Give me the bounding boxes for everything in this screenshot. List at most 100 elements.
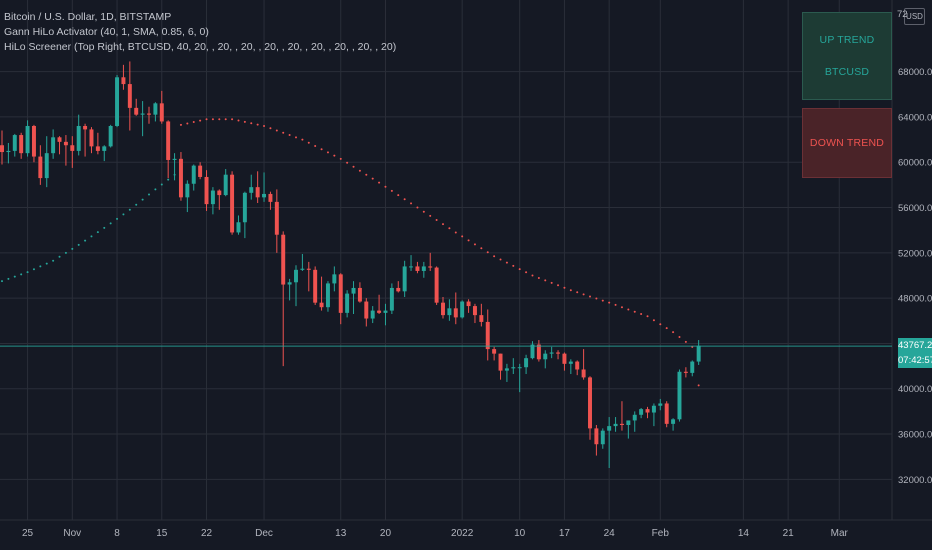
activator-dot: [646, 315, 649, 318]
activator-dot: [346, 161, 349, 164]
time-tick-label: Mar: [831, 528, 849, 539]
candle-body: [581, 369, 586, 378]
candle-body: [268, 193, 273, 202]
time-axis[interactable]: 25 Nov 8 15 22 Dec 13 20 2022 10 17 24 Feb 14 21 Mar: [22, 528, 849, 539]
candle-body: [95, 146, 100, 151]
candle-body: [127, 84, 132, 108]
candle-body: [89, 129, 94, 147]
candle-body: [115, 77, 120, 126]
price-axis[interactable]: 32000.0036000.0040000.0044000.0048000.00…: [898, 67, 932, 486]
currency-button[interactable]: USD: [904, 8, 925, 25]
activator-dot: [672, 331, 675, 334]
candle-body: [204, 176, 209, 205]
time-tick-label: 10: [514, 528, 526, 539]
candle-body: [319, 302, 324, 308]
activator-dot: [71, 247, 74, 250]
activator-dot: [320, 148, 323, 151]
activator-dot: [275, 129, 278, 132]
activator-dot: [480, 247, 483, 250]
activator-dot: [288, 134, 291, 137]
activator-dot: [473, 243, 476, 246]
candle-body: [249, 187, 254, 193]
candle-body: [447, 308, 452, 316]
candle-body: [472, 306, 477, 316]
candle-body: [140, 113, 145, 115]
candle-body: [594, 428, 599, 445]
activator-dot: [250, 122, 253, 125]
candle-body: [498, 353, 503, 371]
activator-dot: [448, 227, 451, 230]
activator-dot: [224, 118, 227, 121]
candle-body: [185, 183, 190, 198]
candle-body: [575, 361, 580, 370]
candle-body: [236, 222, 241, 233]
activator-dot: [608, 301, 611, 304]
candle-body: [76, 125, 81, 151]
time-tick-label: 25: [22, 528, 34, 539]
activator-dot: [148, 193, 150, 196]
time-tick-label: 2022: [451, 528, 474, 539]
candle-body: [645, 409, 650, 413]
activator-dot: [410, 202, 413, 205]
activator-dot: [422, 210, 425, 213]
price-axis-top-label: 72: [897, 9, 908, 20]
activator-dot: [128, 208, 131, 211]
candle-body: [683, 371, 688, 373]
activator-dot: [135, 203, 138, 206]
candle-body: [466, 301, 471, 307]
activator-dot: [454, 231, 457, 234]
activator-dot: [531, 274, 534, 277]
candle-body: [159, 103, 164, 122]
up-trend-symbol: BTCUSD: [824, 66, 870, 78]
activator-dot: [179, 123, 182, 126]
activator-dot: [314, 144, 317, 147]
price-tick-label: 64000.00: [898, 112, 932, 123]
activator-dot: [263, 124, 266, 127]
candle-body: [338, 274, 343, 313]
chart-legend[interactable]: Bitcoin / U.S. Dollar, 1D, BITSTAMP Gann…: [4, 10, 396, 55]
candle-body: [402, 266, 407, 292]
activator-dot: [544, 279, 547, 282]
up-trend-label: UP TREND: [819, 34, 875, 46]
candle-body: [671, 419, 676, 424]
candle-body: [287, 282, 292, 285]
candle-body: [517, 367, 522, 369]
legend-indicator-gann[interactable]: Gann HiLo Activator (40, 1, SMA, 0.85, 6…: [4, 26, 209, 38]
candle-body: [556, 352, 561, 354]
legend-indicator-screener[interactable]: HiLo Screener (Top Right, BTCUSD, 40, 20…: [4, 41, 397, 53]
activator-dot: [429, 214, 432, 217]
activator-dot: [403, 198, 406, 201]
candle-body: [396, 287, 401, 292]
activator-dot: [77, 243, 80, 246]
activator-dot: [218, 118, 221, 121]
candle-body: [351, 287, 356, 294]
activator-dot: [116, 217, 119, 220]
legend-symbol-line[interactable]: Bitcoin / U.S. Dollar, 1D, BITSTAMP: [4, 11, 172, 23]
candle-body: [492, 349, 497, 354]
activator-dot: [282, 131, 285, 134]
candle-body: [479, 315, 484, 322]
candle-body: [453, 308, 458, 318]
candle-body: [25, 125, 30, 154]
activator-dot: [256, 123, 259, 126]
candle-body: [121, 77, 126, 85]
candle-body: [102, 146, 107, 151]
price-tick-label: 48000.00: [898, 294, 932, 305]
time-tick-label: 15: [156, 528, 168, 539]
activator-dot: [199, 119, 202, 122]
activator-dot: [640, 312, 643, 315]
candle-body: [345, 293, 350, 313]
activator-dot: [295, 136, 297, 139]
candle-body: [38, 156, 43, 179]
activator-dot: [90, 235, 93, 238]
activator-dot: [678, 336, 681, 339]
activator-dot: [518, 268, 521, 271]
candle-body: [664, 403, 669, 424]
activator-dot: [167, 178, 170, 181]
activator-dot: [32, 268, 35, 271]
activator-dot: [435, 218, 438, 221]
time-tick-label: 22: [201, 528, 213, 539]
candle-body: [19, 135, 24, 154]
candle-body: [364, 301, 369, 319]
